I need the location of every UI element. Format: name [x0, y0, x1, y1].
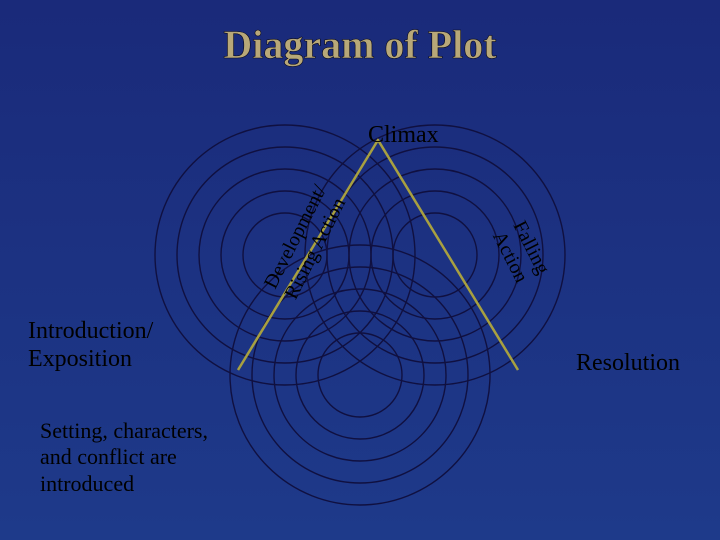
resolution-label: Resolution: [576, 350, 680, 377]
rising-action-label: Development/Rising Action: [260, 181, 352, 303]
falling-action-label: FallingAction: [488, 217, 554, 288]
concentric-rings: [155, 125, 565, 505]
climax-label: Climax: [368, 122, 439, 149]
slide-title: Diagram of Plot: [223, 22, 497, 67]
introduction-label: Introduction/ Exposition: [28, 318, 153, 373]
setting-note: Setting, characters, and conflict are in…: [40, 418, 208, 497]
plot-diagram-slide: Diagram of Plot Development/Rising Action…: [0, 0, 720, 540]
